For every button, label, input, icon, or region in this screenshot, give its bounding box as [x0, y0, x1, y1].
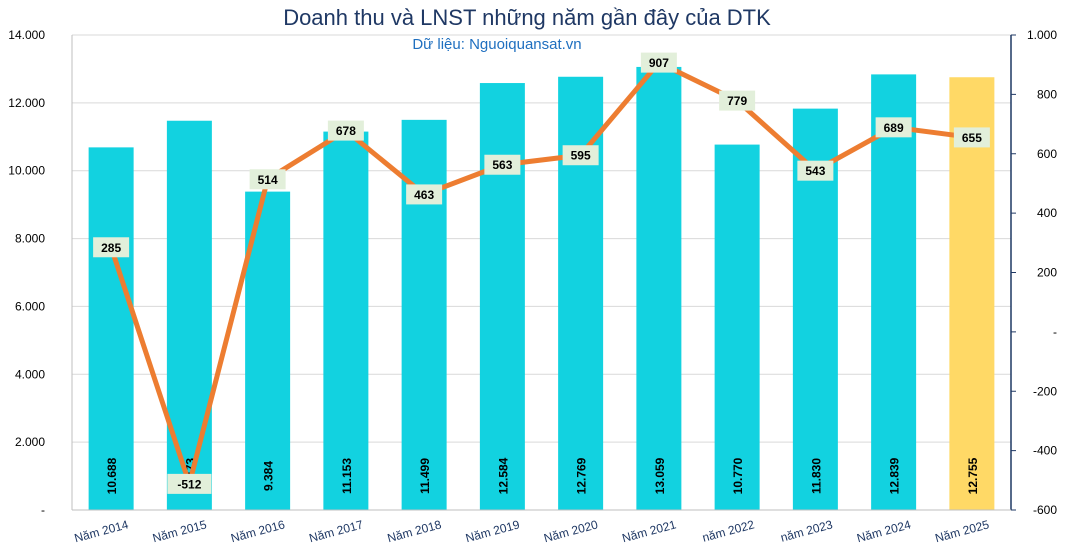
right-tick-label: 1.000	[1027, 28, 1057, 42]
bar-11	[871, 74, 917, 510]
x-tick-label-2: Năm 2015	[151, 517, 208, 545]
revenue-bar-labels: 10.68811.4739.38411.15311.49912.58412.76…	[105, 457, 980, 494]
x-tick-label-1: Năm 2014	[73, 517, 130, 545]
x-tick-label-4: Năm 2017	[308, 517, 365, 545]
left-tick-label: -	[41, 503, 45, 517]
left-tick-label: 6.000	[15, 299, 45, 313]
left-tick-label: 12.000	[8, 96, 45, 110]
right-tick-label: 200	[1037, 266, 1057, 280]
bar-12	[949, 77, 995, 510]
bar-label-3: 9.384	[262, 461, 276, 491]
point-label-9: 779	[727, 94, 747, 108]
chart-subtitle: Dữ liệu: Nguoiquansat.vn	[412, 36, 581, 53]
right-tick-label: 400	[1037, 206, 1057, 220]
x-tick-label-12: Năm 2025	[934, 517, 991, 545]
right-tick-label: -200	[1033, 384, 1057, 398]
bar-4	[323, 131, 369, 510]
point-label-2: -512	[177, 477, 201, 491]
point-label-box-7	[562, 145, 599, 166]
point-label-box-5	[406, 184, 443, 205]
x-tick-label-7: Năm 2020	[542, 517, 599, 545]
bar-label-5: 11.499	[418, 458, 432, 494]
point-label-box-3	[249, 169, 286, 190]
point-label-box-6	[484, 154, 521, 175]
x-tick-label-3: Năm 2016	[229, 517, 286, 545]
point-label-1: 285	[101, 241, 121, 255]
bar-label-9: 10.770	[731, 457, 745, 494]
x-tick-label-9: năm 2022	[701, 517, 756, 544]
bar-9	[714, 144, 760, 510]
right-tick-label: -600	[1033, 503, 1057, 517]
bar-6	[479, 83, 525, 511]
gridlines	[72, 34, 1011, 443]
bar-label-4: 11.153	[340, 458, 354, 494]
chart-title: Doanh thu và LNST những năm gần đây của …	[283, 5, 771, 30]
profit-line	[108, 60, 975, 487]
point-label-box-1	[93, 237, 130, 258]
bar-label-8: 13.059	[653, 457, 667, 494]
point-label-3: 514	[258, 173, 278, 187]
profit-line-path	[108, 60, 975, 487]
point-label-7: 595	[571, 149, 591, 163]
bar-8	[636, 66, 682, 510]
profit-line-labels: 285 -512 514 678 463 563 595 907 779 543 689 655	[93, 52, 990, 494]
point-label-10: 543	[805, 164, 825, 178]
point-label-box-9	[719, 90, 756, 111]
bar-label-10: 11.830	[809, 458, 823, 494]
point-label-box-12	[953, 127, 990, 148]
x-tick-label-8: Năm 2021	[621, 517, 678, 545]
point-label-11: 689	[884, 121, 904, 135]
point-label-box-8	[640, 52, 677, 73]
right-tick-label: 600	[1037, 147, 1057, 161]
right-tick-label: -	[1053, 325, 1057, 339]
point-label-box-2	[167, 473, 212, 494]
left-tick-label: 4.000	[15, 367, 45, 381]
x-tick-label-10: năm 2023	[779, 517, 834, 544]
right-tick-label: 800	[1037, 87, 1057, 101]
bar-label-12: 12.755	[966, 457, 980, 494]
point-label-box-11	[875, 117, 912, 138]
right-tick-label: -400	[1033, 444, 1057, 458]
left-tick-label: 8.000	[15, 232, 45, 246]
point-label-4: 678	[336, 124, 356, 138]
bar-7	[558, 76, 604, 510]
bar-2	[166, 120, 212, 511]
bar-label-6: 12.584	[496, 457, 510, 494]
point-label-8: 907	[649, 56, 669, 70]
point-label-box-10	[797, 160, 834, 181]
x-tick-label-11: Năm 2024	[855, 517, 912, 545]
left-tick-label: 10.000	[8, 164, 45, 178]
point-label-12: 655	[962, 131, 982, 145]
bar-label-11: 12.839	[888, 457, 902, 494]
bar-1	[88, 147, 134, 510]
revenue-bars	[88, 66, 995, 511]
point-label-6: 563	[492, 158, 512, 172]
point-label-5: 463	[414, 188, 434, 202]
x-tick-label-5: Năm 2018	[386, 517, 443, 545]
point-label-box-4	[327, 120, 364, 141]
left-tick-label: 14.000	[8, 28, 45, 42]
x-tick-label-6: Năm 2019	[464, 517, 521, 545]
left-tick-label: 2.000	[15, 435, 45, 449]
bar-label-1: 10.688	[105, 457, 119, 494]
bar-label-7: 12.769	[575, 457, 589, 494]
